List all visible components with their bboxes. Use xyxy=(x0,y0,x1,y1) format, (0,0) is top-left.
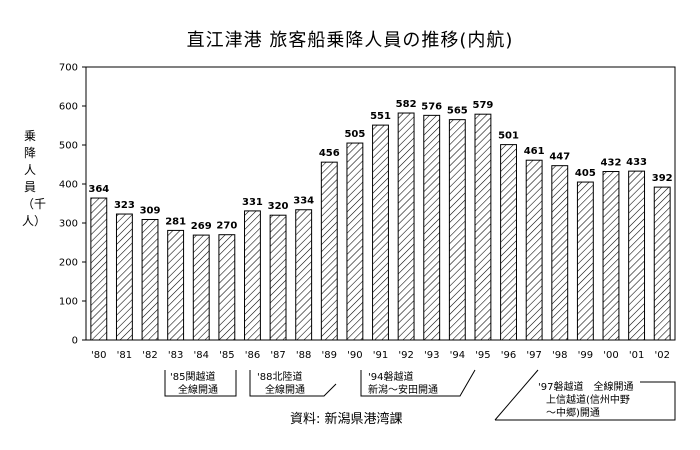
annotation-line: 新潟～安田開通 xyxy=(368,385,438,396)
bar xyxy=(653,186,671,341)
bar xyxy=(90,197,108,341)
x-tick-label: '80 xyxy=(91,350,106,361)
data-label: 281 xyxy=(165,216,186,227)
x-tick-label: '00 xyxy=(603,350,618,361)
annotation-1994: '94磐越道 新潟～安田開通 xyxy=(368,371,468,397)
x-tick-label: '02 xyxy=(654,350,669,361)
x-tick-label: '87 xyxy=(270,350,285,361)
bar xyxy=(346,142,364,341)
bar xyxy=(218,234,236,341)
bar xyxy=(269,214,287,341)
y-tick-label: 200 xyxy=(59,258,78,269)
x-tick-label: '93 xyxy=(424,350,439,361)
x-tick-label: '89 xyxy=(322,350,337,361)
bar xyxy=(576,181,594,341)
data-label: 364 xyxy=(88,184,109,195)
data-label: 505 xyxy=(344,129,365,140)
x-tick-label: '85 xyxy=(219,350,234,361)
bar xyxy=(115,213,133,341)
bar xyxy=(295,209,313,341)
bar xyxy=(500,144,517,341)
annotation-1988: '88北陸道 全線開通 xyxy=(257,371,327,397)
bar xyxy=(372,124,389,341)
annotation-line: 全線開通 xyxy=(178,385,218,396)
y-tick-label: 100 xyxy=(59,297,78,308)
x-tick-label: '90 xyxy=(347,350,362,361)
x-tick-label: '92 xyxy=(398,350,413,361)
annotation-line: ～中郷)開通 xyxy=(546,408,600,419)
data-label: 501 xyxy=(498,131,519,142)
x-tick-label: '82 xyxy=(142,350,157,361)
data-label: 309 xyxy=(140,205,161,216)
y-tick-label: 500 xyxy=(59,141,78,152)
data-label: 331 xyxy=(242,197,263,208)
annotation-1997: '97磐越道 全線開通 上信越道(信州中野 ～中郷)開通 xyxy=(538,381,668,420)
data-label: 579 xyxy=(472,100,493,111)
annotation-1985: '85関越道 全線開通 xyxy=(170,371,234,397)
bar xyxy=(448,119,466,341)
annotation-line: 上信越道(信州中野 xyxy=(546,395,630,406)
data-label: 392 xyxy=(652,173,673,184)
data-label: 447 xyxy=(549,152,570,163)
y-tick-label: 300 xyxy=(59,219,78,230)
y-tick-label: 700 xyxy=(59,63,78,74)
data-label: 551 xyxy=(370,111,391,122)
annotation-bracket xyxy=(249,370,337,397)
data-label: 405 xyxy=(575,168,596,179)
bar xyxy=(551,165,569,341)
chart-title: 直江津港 旅客船乗降人員の推移(内航) xyxy=(186,30,514,51)
x-tick-label: '94 xyxy=(450,350,465,361)
annotation-line: 全線開通 xyxy=(265,385,305,396)
bar xyxy=(602,171,620,341)
x-tick-label: '99 xyxy=(578,350,593,361)
annotation-bracket xyxy=(360,369,476,397)
data-label: 334 xyxy=(293,196,314,207)
x-tick-label: '96 xyxy=(501,350,516,361)
y-tick-label: 400 xyxy=(59,180,78,191)
x-tick-label: '86 xyxy=(245,350,260,361)
data-label: 320 xyxy=(268,201,289,212)
x-tick-label: '01 xyxy=(629,350,644,361)
x-tick-label: '88 xyxy=(296,350,311,361)
bar xyxy=(244,210,261,341)
x-tick-label: '81 xyxy=(117,350,132,361)
bar xyxy=(525,159,543,341)
data-label: 461 xyxy=(524,146,545,157)
data-label: 576 xyxy=(421,101,442,112)
x-tick-label: '84 xyxy=(193,350,208,361)
annotation-bracket xyxy=(164,370,237,397)
data-label: 582 xyxy=(396,99,417,110)
annotation-bracket xyxy=(495,381,676,421)
bar xyxy=(397,112,415,341)
data-label: 270 xyxy=(216,221,237,232)
x-tick-label: '97 xyxy=(526,350,541,361)
annotation-line: '94磐越道 xyxy=(368,372,414,383)
bar xyxy=(474,113,492,341)
annotation-line: '88北陸道 xyxy=(257,372,303,383)
y-tick-label: 0 xyxy=(72,336,78,347)
data-label: 433 xyxy=(626,157,647,168)
bar xyxy=(628,170,646,341)
annotation-line: '85関越道 xyxy=(170,372,216,383)
bar xyxy=(423,114,441,341)
data-label: 456 xyxy=(319,148,340,159)
x-tick-label: '95 xyxy=(475,350,490,361)
y-tick-label: 600 xyxy=(59,102,78,113)
data-label: 432 xyxy=(601,158,622,169)
bar xyxy=(192,234,210,341)
annotation-line: '97磐越道 全線開通 xyxy=(538,382,634,393)
bar xyxy=(320,161,338,341)
bar xyxy=(141,218,159,341)
x-tick-label: '98 xyxy=(552,350,567,361)
annotation-diagonal xyxy=(494,369,539,421)
data-label: 565 xyxy=(447,106,468,117)
x-tick-label: '83 xyxy=(168,350,183,361)
source-note: 資料: 新潟県港湾課 xyxy=(290,412,403,427)
x-tick-label: '91 xyxy=(373,350,388,361)
data-label: 269 xyxy=(191,221,212,232)
bar xyxy=(167,229,185,341)
data-label: 323 xyxy=(114,200,135,211)
